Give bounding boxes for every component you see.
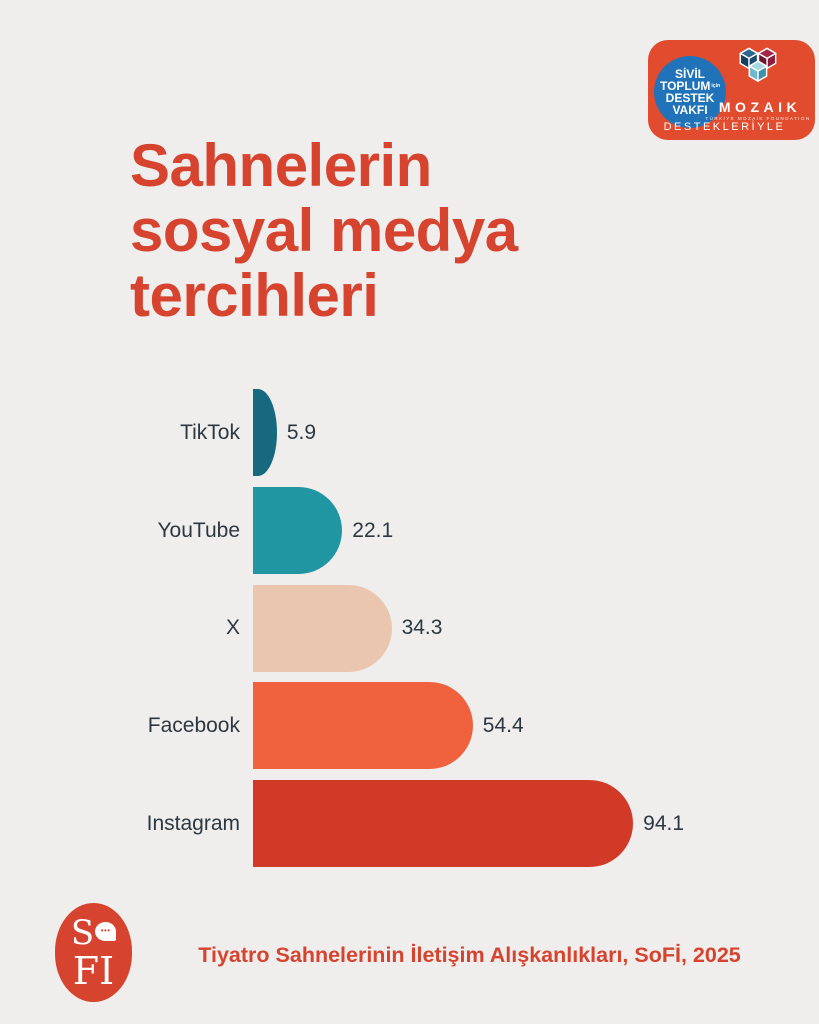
stdv-line: SİVİL [674, 67, 705, 81]
stdv-line: VAKFI [672, 103, 708, 117]
category-label: YouTube [157, 518, 240, 542]
sofi-logo: S ••• FI [55, 903, 132, 1002]
sofi-logo-bottom: FI [72, 948, 115, 993]
bar [253, 584, 392, 672]
sofi-logo-top: S ••• [71, 916, 117, 950]
category-label: X [225, 616, 240, 640]
supported-by-label: DESTEKLERİYLE [663, 121, 786, 133]
sivil-toplum-destek-vakfi-logo: SİVİL TOPLUM için DESTEK VAKFI [654, 56, 726, 128]
bar [253, 389, 277, 477]
speech-bubble-icon: ••• [95, 921, 117, 941]
category-label: TikTok [180, 420, 240, 444]
title-line-3: tercihleri [130, 262, 379, 329]
value-label: 5.9 [286, 420, 317, 444]
bar-row: YouTube 22.1 [0, 482, 819, 580]
bar [253, 780, 634, 868]
stdv-line: TOPLUM için [659, 79, 721, 93]
bar-row: X 34.3 [0, 579, 819, 677]
mozaik-cubes-icon [739, 47, 777, 82]
bar-row: TikTok 5.9 [0, 384, 819, 482]
bar [253, 682, 473, 770]
mozaik-logo: MOZAIK TÜRKİYE MOZAİK FOUNDATION [703, 46, 813, 121]
value-label: 22.1 [352, 518, 394, 542]
source-caption: Tiyatro Sahnelerinin İletişim Alışkanlık… [198, 943, 741, 967]
mozaik-subtitle: TÜRKİYE MOZAİK FOUNDATION [705, 116, 811, 121]
category-label: Instagram [146, 811, 240, 835]
mozaik-wordmark: MOZAIK [718, 99, 802, 115]
bar [253, 487, 343, 575]
bar-row: Facebook 54.4 [0, 677, 819, 775]
title-line-2: sosyal medya [130, 197, 518, 264]
stdv-line: DESTEK [665, 91, 715, 105]
value-label: 94.1 [643, 811, 685, 835]
value-label: 54.4 [482, 713, 524, 737]
bar-row: Instagram 94.1 [0, 775, 819, 873]
supporters-badge: SİVİL TOPLUM için DESTEK VAKFI [648, 40, 815, 140]
category-label: Facebook [147, 713, 240, 737]
page-title: Sahnelerin sosyal medya tercihleri [130, 133, 518, 328]
bar-chart: TikTok 5.9 YouTube 22.1 X 34.3 Facebook 54.4 Ins… [0, 384, 819, 872]
title-line-1: Sahnelerin [130, 132, 432, 199]
value-label: 34.3 [401, 616, 443, 640]
